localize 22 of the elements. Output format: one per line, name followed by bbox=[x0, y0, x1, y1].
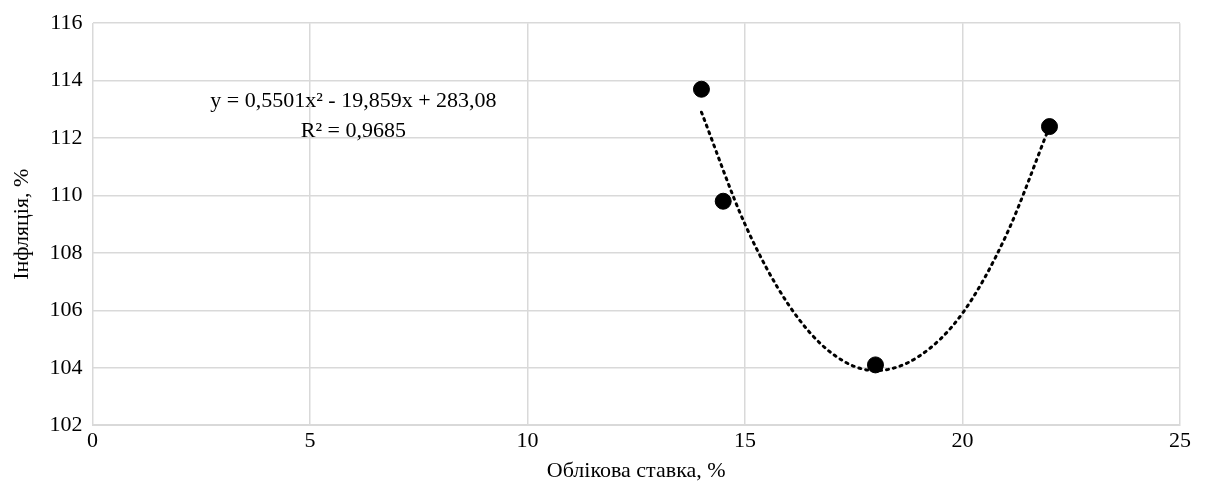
y-tick-label: 106 bbox=[49, 296, 83, 322]
x-tick-label: 10 bbox=[516, 427, 539, 453]
point bbox=[692, 80, 710, 98]
y-tick-label: 104 bbox=[49, 353, 83, 379]
y-tick-label: 112 bbox=[50, 123, 83, 149]
x-axis-title: Облікова ставка, % bbox=[546, 456, 726, 482]
annotation: y = 0,5501x² - 19,859x + 283,08 bbox=[210, 86, 497, 112]
y-tick-label: 110 bbox=[50, 181, 83, 207]
y-tick-label: 108 bbox=[49, 238, 83, 264]
x-tick-label: 20 bbox=[951, 427, 974, 453]
x-tick-label: 25 bbox=[1169, 427, 1191, 453]
x-tick-label: 0 bbox=[86, 427, 98, 453]
point bbox=[714, 192, 732, 210]
x-tick-label: 15 bbox=[733, 427, 756, 453]
y-tick-label: 114 bbox=[50, 66, 83, 92]
point bbox=[1040, 118, 1058, 136]
annotation: R² = 0,9685 bbox=[300, 116, 407, 142]
y-tick-label: 102 bbox=[49, 410, 83, 436]
y-tick-label: 116 bbox=[50, 8, 83, 34]
point bbox=[866, 356, 884, 374]
x-tick-label: 5 bbox=[304, 427, 316, 453]
y-axis-title: Інфляція, % bbox=[7, 168, 33, 280]
